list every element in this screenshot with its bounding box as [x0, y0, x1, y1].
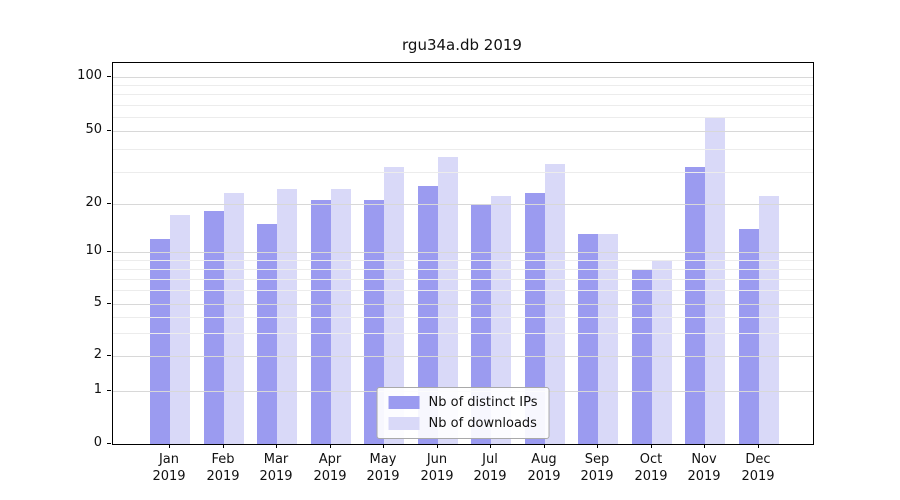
minor-gridline — [113, 149, 813, 150]
x-tick-label-mar: Mar 2019 — [259, 452, 293, 484]
x-tick-mark — [276, 444, 277, 448]
legend: Nb of distinct IPs Nb of downloads — [376, 387, 550, 439]
x-tick-mark — [437, 444, 438, 448]
x-tick-label-aug: Aug 2019 — [527, 452, 561, 484]
y-tick-mark — [107, 390, 111, 391]
bar-downloads-sep — [598, 234, 618, 444]
x-tick-label-jul: Jul 2019 — [473, 452, 507, 484]
major-gridline — [113, 131, 813, 132]
y-tick-label: 20 — [85, 195, 102, 210]
x-tick-label-sep: Sep 2019 — [580, 452, 614, 484]
bar-distinct-ips-aug — [525, 193, 545, 444]
minor-gridline — [113, 105, 813, 106]
y-tick-mark — [107, 251, 111, 252]
minor-gridline — [113, 269, 813, 270]
major-gridline — [113, 77, 813, 78]
minor-gridline — [113, 260, 813, 261]
minor-gridline — [113, 333, 813, 334]
y-tick-mark — [107, 355, 111, 356]
x-tick-mark — [758, 444, 759, 448]
bar-downloads-jun — [438, 157, 458, 444]
chart-title: rgu34a.db 2019 — [402, 36, 522, 54]
major-gridline — [113, 304, 813, 305]
x-tick-mark — [223, 444, 224, 448]
x-tick-mark — [704, 444, 705, 448]
bar-downloads-oct — [652, 260, 672, 444]
minor-gridline — [113, 290, 813, 291]
bar-downloads-dec — [759, 196, 779, 444]
x-tick-label-feb: Feb 2019 — [206, 452, 240, 484]
x-tick-mark — [169, 444, 170, 448]
y-tick-label: 5 — [93, 295, 102, 310]
bar-distinct-ips-mar — [257, 224, 277, 444]
y-tick-label: 0 — [93, 435, 102, 450]
bar-downloads-jan — [170, 215, 190, 444]
plot-area: Nb of distinct IPs Nb of downloads — [112, 62, 814, 445]
bar-downloads-feb — [224, 193, 244, 444]
x-tick-label-oct: Oct 2019 — [634, 452, 668, 484]
y-tick-mark — [107, 443, 111, 444]
minor-gridline — [113, 317, 813, 318]
y-tick-label: 100 — [77, 68, 102, 83]
x-tick-label-dec: Dec 2019 — [741, 452, 775, 484]
bar-downloads-jul — [491, 196, 511, 444]
y-tick-mark — [107, 303, 111, 304]
x-tick-mark — [330, 444, 331, 448]
bar-distinct-ips-nov — [685, 167, 705, 444]
x-tick-label-apr: Apr 2019 — [313, 452, 347, 484]
bar-distinct-ips-sep — [578, 234, 598, 444]
y-tick-label: 2 — [93, 347, 102, 362]
bar-distinct-ips-jul — [471, 204, 491, 444]
x-tick-mark — [490, 444, 491, 448]
legend-swatch-downloads — [388, 417, 420, 430]
x-tick-label-jan: Jan 2019 — [152, 452, 186, 484]
y-tick-mark — [107, 130, 111, 131]
major-gridline — [113, 356, 813, 357]
minor-gridline — [113, 85, 813, 86]
legend-item: Nb of distinct IPs — [388, 395, 538, 410]
y-tick-label: 10 — [85, 243, 102, 258]
bar-downloads-nov — [705, 117, 725, 444]
bar-downloads-may — [384, 167, 404, 444]
x-tick-mark — [544, 444, 545, 448]
major-gridline — [113, 252, 813, 253]
bar-distinct-ips-may — [364, 200, 384, 444]
bar-distinct-ips-dec — [739, 229, 759, 444]
x-tick-label-may: May 2019 — [366, 452, 400, 484]
legend-swatch-distinct-ips — [388, 396, 420, 409]
minor-gridline — [113, 117, 813, 118]
x-tick-mark — [651, 444, 652, 448]
major-gridline — [113, 204, 813, 205]
x-tick-mark — [383, 444, 384, 448]
bar-distinct-ips-jun — [418, 186, 438, 444]
minor-gridline — [113, 94, 813, 95]
y-tick-mark — [107, 203, 111, 204]
legend-label: Nb of distinct IPs — [428, 395, 538, 410]
bar-distinct-ips-feb — [204, 211, 224, 444]
legend-label: Nb of downloads — [428, 416, 537, 431]
y-tick-mark — [107, 76, 111, 77]
minor-gridline — [113, 279, 813, 280]
bar-distinct-ips-apr — [311, 200, 331, 444]
y-tick-label: 50 — [85, 122, 102, 137]
y-tick-label: 1 — [93, 382, 102, 397]
x-tick-label-nov: Nov 2019 — [687, 452, 721, 484]
legend-item: Nb of downloads — [388, 416, 538, 431]
minor-gridline — [113, 172, 813, 173]
x-tick-mark — [597, 444, 598, 448]
x-tick-label-jun: Jun 2019 — [420, 452, 454, 484]
